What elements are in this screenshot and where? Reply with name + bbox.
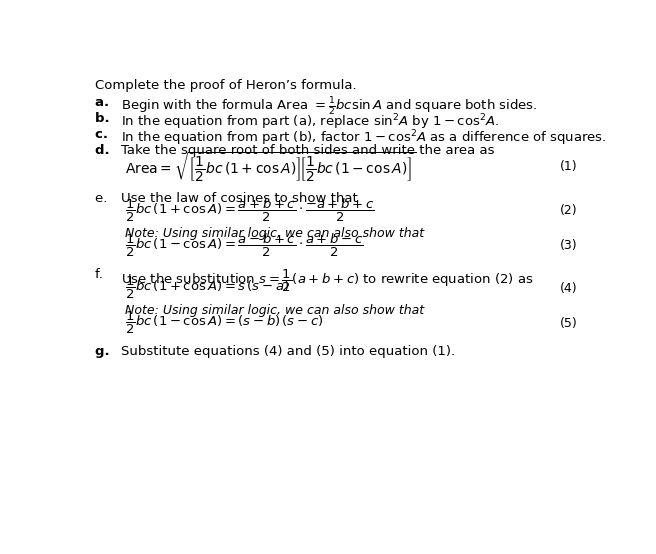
Text: (3): (3) [560,239,578,252]
Text: d.: d. [94,143,119,157]
Text: Use the law of cosines to show that: Use the law of cosines to show that [121,192,358,205]
Text: (2): (2) [560,204,578,217]
Text: e.: e. [94,192,115,205]
Text: f.: f. [94,268,111,281]
Text: Note: Using similar logic, we can also show that: Note: Using similar logic, we can also s… [125,304,424,317]
Text: Complete the proof of Heron’s formula.: Complete the proof of Heron’s formula. [94,79,356,93]
Text: (5): (5) [560,317,578,330]
Text: In the equation from part (a), replace $\sin^2\!A$ by $1-\cos^2\!A$.: In the equation from part (a), replace $… [121,112,500,132]
Text: Begin with the formula Area $=\frac{1}{2}bc\sin A$ and square both sides.: Begin with the formula Area $=\frac{1}{2… [121,96,538,119]
Text: c.: c. [94,128,117,141]
Text: $\dfrac{1}{2}bc\,(1+\cos A) = s\,(s-a)$: $\dfrac{1}{2}bc\,(1+\cos A) = s\,(s-a)$ [125,275,289,301]
Text: b.: b. [94,112,119,125]
Text: In the equation from part (b), factor $1-\cos^2\!A$ as a difference of squares.: In the equation from part (b), factor $1… [121,128,607,147]
Text: Substitute equations (4) and (5) into equation (1).: Substitute equations (4) and (5) into eq… [121,346,455,358]
Text: Use the substitution $s=\dfrac{1}{2}(a+b+c)$ to rewrite equation (2) as: Use the substitution $s=\dfrac{1}{2}(a+b… [121,268,533,294]
Text: a.: a. [94,96,118,109]
Text: Take the square root of both sides and write the area as: Take the square root of both sides and w… [121,143,495,157]
Text: (1): (1) [560,160,578,173]
Text: $\mathrm{Area} = \sqrt{\left[\dfrac{1}{2}bc\,(1+\cos A)\right]\!\left[\dfrac{1}{: $\mathrm{Area} = \sqrt{\left[\dfrac{1}{2… [125,150,417,183]
Text: $\dfrac{1}{2}bc\,(1+\cos A) = \dfrac{a+b+c}{2}\cdot\dfrac{-a+b+c}{2}$: $\dfrac{1}{2}bc\,(1+\cos A) = \dfrac{a+b… [125,197,375,224]
Text: g.: g. [94,346,119,358]
Text: $\dfrac{1}{2}bc\,(1-\cos A) = \dfrac{a-b+c}{2}\cdot\dfrac{a+b-c}{2}$: $\dfrac{1}{2}bc\,(1-\cos A) = \dfrac{a-b… [125,232,363,259]
Text: Note: Using similar logic, we can also show that: Note: Using similar logic, we can also s… [125,227,424,240]
Text: $\dfrac{1}{2}bc\,(1-\cos A) = (s-b)\,(s-c)$: $\dfrac{1}{2}bc\,(1-\cos A) = (s-b)\,(s-… [125,310,323,336]
Text: (4): (4) [560,282,578,295]
